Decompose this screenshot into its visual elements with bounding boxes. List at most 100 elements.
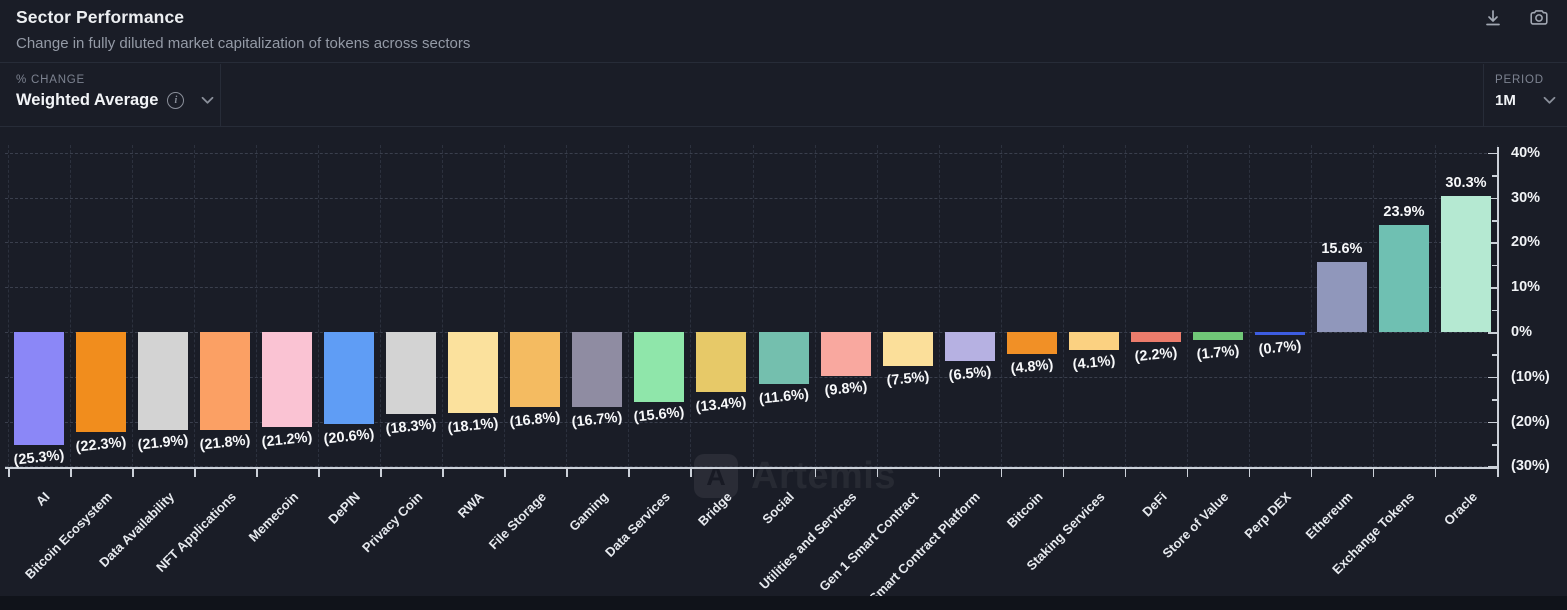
y-axis-minor-tick: [1492, 220, 1497, 222]
x-axis-category-label: Smart Contract Platform: [866, 489, 984, 606]
bar-rwa[interactable]: [448, 332, 499, 414]
bar-exchange-tokens[interactable]: [1378, 224, 1429, 332]
gridline-h: [5, 376, 1497, 378]
gridline-v: [814, 145, 816, 467]
x-axis-tick: [1497, 467, 1499, 477]
page-subtitle: Change in fully diluted market capitaliz…: [16, 35, 471, 52]
bar-nft-applications[interactable]: [200, 332, 251, 430]
bar-ethereum[interactable]: [1316, 262, 1367, 332]
x-axis-category-label: Bitcoin: [1003, 489, 1046, 531]
bar-smart-contract-platform[interactable]: [944, 332, 995, 362]
bar-privacy-coin[interactable]: [386, 332, 437, 414]
gridline-v: [380, 145, 382, 467]
artemis-logo-icon: A: [694, 454, 738, 498]
y-axis-minor-tick: [1492, 309, 1497, 312]
y-axis-label: 0%: [1511, 324, 1532, 340]
download-button[interactable]: [1481, 6, 1505, 30]
x-axis-tick: [814, 467, 817, 477]
y-axis-tick: [1488, 197, 1497, 200]
gridline-h: [5, 466, 1497, 468]
x-axis-tick: [1186, 467, 1189, 477]
x-axis-tick: [504, 467, 506, 477]
gridline-v: [318, 145, 320, 467]
metric-label: % CHANGE: [16, 74, 86, 86]
panel-header: Sector Performance Change in fully dilut…: [0, 0, 1567, 63]
y-axis-tick: [1488, 332, 1497, 334]
x-axis-tick: [1248, 467, 1251, 477]
bar-file-storage[interactable]: [510, 332, 561, 408]
bar-gen-1-smart-contract[interactable]: [882, 332, 933, 366]
x-axis-tick: [380, 467, 382, 477]
metric-select[interactable]: % CHANGE Weighted Average i: [0, 64, 221, 127]
bar-utilities-and-services[interactable]: [820, 332, 871, 376]
bar-perp-dex[interactable]: [1254, 332, 1305, 336]
gridline-v: [876, 145, 878, 467]
y-axis-tick: [1488, 152, 1497, 155]
gridline-v: [256, 145, 258, 467]
bar-gaming[interactable]: [572, 332, 623, 407]
period-select[interactable]: PERIOD 1M: [1483, 64, 1567, 127]
y-axis-minor-tick: [1492, 399, 1497, 401]
screenshot-button[interactable]: [1527, 6, 1551, 30]
gridline-v: [1124, 145, 1126, 467]
bar-chart: A Artemis 40% 30% 20% 10% 0% (10%) (20%) (30%) (…: [0, 127, 1567, 606]
x-axis-tick: [1000, 467, 1003, 477]
x-axis-tick: [70, 467, 72, 477]
gridline-v: [8, 145, 9, 467]
x-axis-category-label: DePIN: [325, 489, 363, 527]
bar-data-availability[interactable]: [138, 332, 189, 431]
bar-value-label: 15.6%: [1321, 241, 1363, 258]
gridline-v: [938, 145, 940, 467]
gridline-h: [5, 332, 1497, 333]
x-axis-category-label: Bridge: [695, 489, 736, 529]
info-icon[interactable]: i: [167, 92, 185, 109]
x-axis-category-label: AI: [32, 489, 53, 509]
y-axis-label: (30%): [1511, 458, 1550, 475]
gridline-v: [1248, 145, 1250, 467]
x-axis-tick: [442, 467, 444, 477]
chevron-down-icon: [201, 96, 214, 105]
chart-controls: % CHANGE Weighted Average i PERIOD 1M: [0, 64, 1567, 127]
bar-ai[interactable]: [14, 332, 65, 446]
x-axis-tick: [194, 467, 196, 477]
x-axis-category-label: RWA: [455, 489, 487, 521]
bar-memecoin[interactable]: [262, 332, 313, 427]
x-axis-tick: [1434, 467, 1437, 477]
gridline-v: [1434, 145, 1436, 467]
x-axis-category-label: Gaming: [566, 489, 612, 534]
x-axis-tick: [876, 467, 879, 477]
bar-bitcoin[interactable]: [1006, 332, 1057, 354]
y-axis-label: 10%: [1511, 279, 1541, 296]
gridline-v: [1000, 145, 1002, 467]
x-axis-tick: [938, 467, 941, 477]
x-axis-tick: [132, 467, 134, 477]
y-axis-tick: [1488, 242, 1497, 244]
x-axis-category-label: Perp DEX: [1240, 489, 1294, 542]
x-axis-category-label: Ethereum: [1302, 489, 1356, 543]
gridline-h: [5, 197, 1497, 199]
gridline-v: [1310, 145, 1312, 467]
bar-bitcoin-ecosystem[interactable]: [76, 332, 127, 432]
gridline-v: [628, 145, 630, 467]
gridline-v: [70, 145, 72, 467]
gridline-v: [132, 145, 134, 467]
bar-staking-services[interactable]: [1068, 332, 1119, 351]
metric-value: Weighted Average: [16, 91, 159, 109]
y-axis-label: (10%): [1511, 368, 1550, 385]
bar-bridge[interactable]: [696, 332, 747, 393]
bar-value-label: 30.3%: [1445, 175, 1487, 192]
gridline-v: [1062, 145, 1064, 467]
bar-defi[interactable]: [1130, 332, 1181, 342]
camera-icon: [1528, 7, 1550, 29]
bar-data-services[interactable]: [634, 332, 685, 402]
bar-oracle[interactable]: [1440, 196, 1491, 332]
bar-social[interactable]: [758, 332, 809, 384]
watermark-text: Artemis: [751, 454, 896, 497]
bar-depin[interactable]: [324, 332, 375, 425]
gridline-v: [1186, 145, 1188, 467]
bar-store-of-value[interactable]: [1192, 332, 1243, 340]
x-axis-category-label: Social: [759, 489, 798, 527]
y-axis-label: 20%: [1511, 234, 1541, 251]
gridline-v: [752, 145, 754, 467]
x-axis-tick: [566, 467, 568, 477]
